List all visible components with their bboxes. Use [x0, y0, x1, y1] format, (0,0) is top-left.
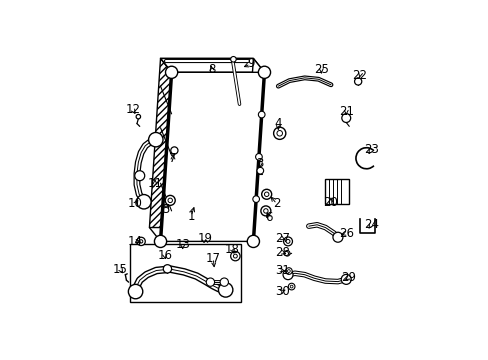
Text: 18: 18 [224, 243, 240, 256]
Circle shape [332, 232, 342, 242]
Text: 31: 31 [274, 264, 289, 277]
Circle shape [263, 209, 267, 213]
Circle shape [264, 192, 268, 197]
Circle shape [283, 237, 292, 246]
Circle shape [283, 270, 292, 280]
Circle shape [165, 195, 175, 205]
Circle shape [258, 66, 270, 78]
Circle shape [170, 147, 178, 154]
Text: 4: 4 [274, 117, 282, 130]
Polygon shape [160, 72, 264, 242]
Text: 14: 14 [128, 235, 143, 248]
Polygon shape [149, 58, 253, 228]
Circle shape [341, 274, 350, 284]
Text: 21: 21 [338, 105, 353, 118]
Circle shape [285, 268, 292, 274]
Circle shape [290, 285, 292, 288]
Circle shape [136, 114, 140, 119]
Circle shape [257, 167, 263, 174]
Text: 30: 30 [275, 285, 289, 298]
Circle shape [273, 127, 285, 139]
Text: 11: 11 [147, 177, 162, 190]
Text: 22: 22 [352, 68, 367, 82]
Circle shape [128, 284, 142, 299]
Circle shape [154, 235, 166, 247]
Circle shape [168, 198, 172, 203]
Circle shape [255, 153, 262, 160]
Text: 12: 12 [125, 103, 140, 116]
Text: 2: 2 [273, 198, 280, 211]
Text: 19: 19 [197, 232, 212, 245]
FancyBboxPatch shape [325, 179, 348, 204]
Circle shape [137, 194, 151, 209]
Circle shape [260, 206, 270, 216]
Circle shape [261, 189, 271, 199]
Text: 25: 25 [313, 63, 328, 76]
Circle shape [233, 254, 237, 258]
Text: 27: 27 [274, 232, 289, 245]
Text: 23: 23 [363, 143, 378, 157]
Circle shape [341, 114, 350, 122]
Text: 3: 3 [256, 157, 264, 170]
Circle shape [288, 283, 294, 290]
Text: 7: 7 [169, 152, 176, 165]
Text: 1: 1 [187, 210, 194, 223]
Circle shape [284, 251, 289, 256]
Circle shape [163, 265, 171, 273]
Circle shape [285, 239, 289, 243]
Polygon shape [160, 58, 264, 72]
Text: 28: 28 [274, 246, 289, 259]
Polygon shape [242, 58, 264, 242]
Circle shape [287, 270, 290, 273]
Circle shape [230, 251, 240, 261]
Circle shape [247, 235, 259, 247]
Text: 13: 13 [175, 238, 190, 251]
Circle shape [165, 66, 177, 78]
Text: 8: 8 [208, 63, 215, 76]
Text: 9: 9 [246, 58, 254, 71]
Circle shape [218, 283, 232, 297]
Circle shape [137, 237, 145, 246]
Circle shape [135, 171, 144, 181]
Circle shape [276, 131, 282, 136]
Text: 10: 10 [128, 198, 142, 211]
Text: 17: 17 [205, 252, 220, 265]
Circle shape [354, 78, 361, 85]
Circle shape [258, 111, 264, 118]
Text: 6: 6 [264, 211, 272, 224]
Text: 5: 5 [162, 203, 169, 216]
Circle shape [252, 196, 259, 202]
Bar [130, 244, 241, 302]
Text: 16: 16 [157, 249, 172, 262]
Text: 20: 20 [323, 196, 338, 209]
Circle shape [220, 278, 228, 286]
Text: 24: 24 [363, 218, 378, 231]
Text: 15: 15 [113, 262, 127, 276]
Circle shape [148, 132, 163, 147]
Text: 29: 29 [341, 271, 356, 284]
Circle shape [139, 240, 142, 243]
Circle shape [230, 57, 236, 62]
Text: 26: 26 [338, 226, 353, 240]
Circle shape [206, 278, 214, 286]
